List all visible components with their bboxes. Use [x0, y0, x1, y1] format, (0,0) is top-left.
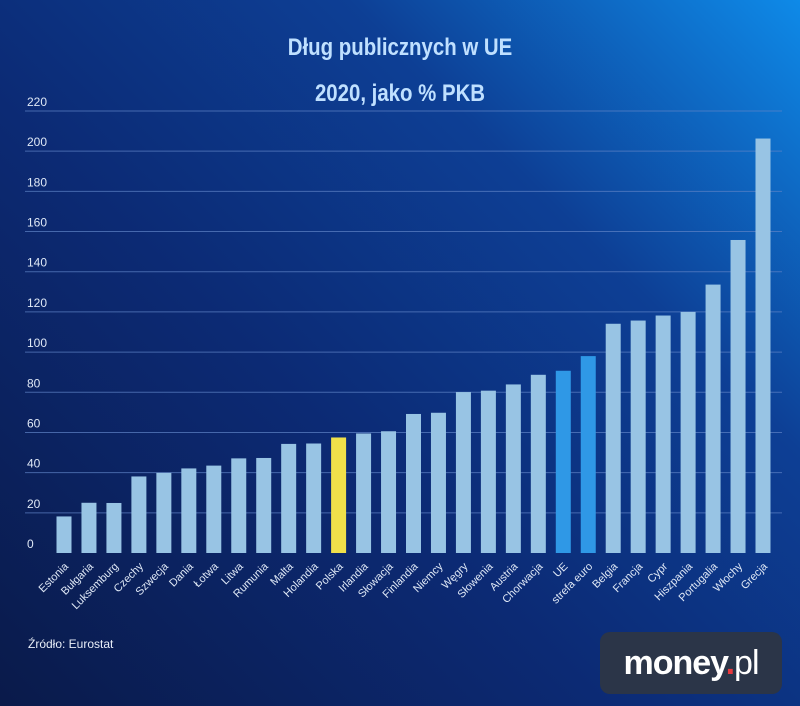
x-tick-label: Dania [167, 560, 196, 589]
y-tick-label: 180 [27, 175, 47, 189]
x-tick-label: UE [551, 561, 570, 580]
logo-suffix: pl [734, 644, 759, 682]
bar-polska [331, 437, 347, 553]
bar-litwa [231, 458, 247, 553]
chart-title: Dług publicznych w UE [287, 34, 513, 61]
y-tick-label: 80 [27, 376, 41, 390]
bar-bułgaria [81, 502, 97, 553]
logo-text: money [623, 644, 727, 682]
bar-malta [281, 443, 297, 553]
bar-irlandia [356, 433, 372, 553]
y-tick-label: 20 [27, 497, 41, 511]
bar-słowenia [480, 390, 496, 553]
y-tick-label: 100 [27, 336, 47, 350]
logo-dot: . [725, 644, 736, 682]
bar-francja [630, 320, 646, 553]
y-tick-label: 60 [27, 416, 41, 430]
chart-subtitle: 2020, jako % PKB [314, 80, 486, 107]
money-pl-logo: money.pl [600, 632, 782, 694]
bar-strefa-euro [580, 356, 596, 553]
bar-luksemburg [106, 502, 122, 553]
y-tick-label: 220 [27, 95, 47, 109]
y-tick-label: 160 [27, 216, 47, 230]
bar-włochy [730, 239, 746, 553]
bar-cypr [655, 315, 671, 553]
bar-ue [555, 370, 571, 553]
y-tick-label: 200 [27, 135, 47, 149]
bar-hiszpania [680, 311, 696, 553]
x-tick-label: Grecja [739, 560, 771, 592]
y-tick-label: 0 [27, 537, 34, 551]
bar-estonia [56, 516, 72, 553]
bar-finlandia [406, 413, 421, 553]
bar-czechy [131, 476, 147, 553]
bar-rumunia [256, 457, 272, 553]
bar-belgia [605, 323, 621, 553]
bar-węgry [455, 392, 471, 553]
bar-austria [505, 384, 521, 553]
x-tick-label: Łotwa [192, 560, 222, 590]
bar-słowacja [381, 431, 397, 553]
y-tick-label: 120 [27, 296, 47, 310]
y-tick-label: 140 [27, 256, 47, 270]
bar-grecja [755, 138, 771, 554]
bar-chorwacja [530, 374, 546, 553]
bar-łotwa [206, 465, 222, 553]
source-note: Źródło: Eurostat [28, 637, 114, 651]
bar-szwecja [156, 472, 172, 553]
bar-dania [181, 468, 197, 553]
bar-holandia [306, 443, 322, 553]
y-tick-label: 40 [27, 457, 41, 471]
bar-portugalia [705, 284, 721, 553]
bar-niemcy [430, 412, 446, 553]
